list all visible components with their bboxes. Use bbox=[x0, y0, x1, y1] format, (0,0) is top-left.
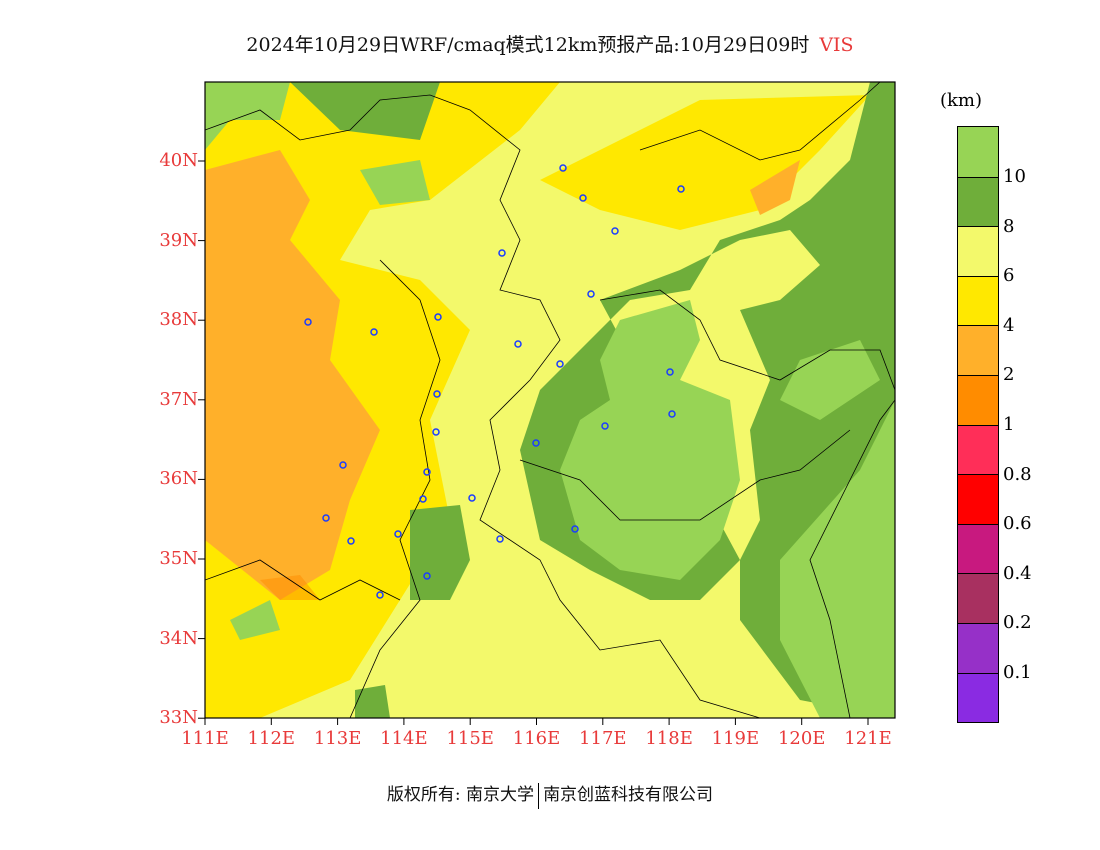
vis-4-6-region bbox=[205, 82, 870, 718]
vis-10-plus-region bbox=[205, 82, 895, 718]
colorbar-swatch bbox=[958, 176, 998, 227]
colorbar-swatch bbox=[958, 226, 998, 276]
province-borders bbox=[205, 82, 895, 718]
copyright-company: 南京创蓝科技有限公司 bbox=[543, 785, 714, 805]
city-marker bbox=[432, 428, 440, 436]
colorbar-label: 4 bbox=[1003, 314, 1015, 336]
vis-8-10-patches bbox=[290, 82, 470, 718]
map-title: 2024年10月29日WRF/cmaq模式12km预报产品:10月29日09时 V… bbox=[0, 30, 1100, 57]
colorbar-swatch bbox=[958, 523, 998, 574]
colorbar-label: 2 bbox=[1003, 364, 1015, 386]
lon-label: 118E bbox=[645, 728, 693, 749]
title-text: 2024年10月29日WRF/cmaq模式12km预报产品:10月29日09时 bbox=[246, 34, 810, 56]
city-marker bbox=[433, 390, 441, 398]
lon-label: 117E bbox=[579, 728, 627, 749]
colorbar-label: 0.2 bbox=[1003, 612, 1032, 634]
lon-label: 120E bbox=[777, 728, 826, 749]
colorbar-unit: (km) bbox=[940, 90, 983, 111]
lat-label: 38N bbox=[159, 309, 198, 331]
colorbar bbox=[957, 126, 999, 724]
lon-label: 121E bbox=[844, 728, 892, 749]
lat-label: 39N bbox=[159, 229, 198, 251]
city-marker bbox=[423, 468, 431, 476]
colorbar-swatch bbox=[958, 622, 998, 673]
lon-label: 119E bbox=[711, 728, 760, 749]
lon-label: 113E bbox=[313, 728, 362, 749]
footer-separator bbox=[538, 782, 540, 809]
city-marker bbox=[611, 227, 619, 235]
colorbar-label: 0.1 bbox=[1003, 662, 1032, 683]
city-marker bbox=[532, 439, 540, 447]
colorbar-swatch bbox=[958, 275, 998, 326]
city-marker bbox=[677, 185, 685, 193]
copyright-footer: 版权所有: 南京大学 南京创蓝科技有限公司 bbox=[0, 780, 1100, 809]
city-marker bbox=[419, 495, 427, 503]
colorbar-label: 8 bbox=[1003, 215, 1015, 237]
lon-label: 111E bbox=[181, 728, 229, 749]
colorbar-swatch bbox=[958, 474, 998, 524]
city-marker bbox=[434, 313, 442, 321]
city-marker bbox=[370, 328, 378, 336]
city-marker bbox=[579, 194, 587, 202]
colorbar-label: 0.8 bbox=[1003, 463, 1032, 485]
colorbar-label: 0.6 bbox=[1003, 513, 1032, 535]
city-marker bbox=[559, 164, 567, 172]
vis-2-4-region bbox=[205, 150, 800, 600]
city-marker bbox=[556, 360, 564, 368]
colorbar-swatch bbox=[958, 127, 998, 177]
colorbar-swatch bbox=[958, 573, 998, 623]
city-marker bbox=[347, 537, 355, 545]
lat-label: 35N bbox=[159, 548, 198, 569]
city-marker bbox=[571, 525, 579, 533]
lon-label: 116E bbox=[512, 728, 561, 749]
colorbar-swatch bbox=[958, 672, 998, 723]
lon-label: 112E bbox=[247, 728, 296, 749]
city-marker bbox=[468, 494, 476, 502]
copyright-owner: 版权所有: 南京大学 bbox=[386, 785, 535, 805]
colorbar-label: 6 bbox=[1003, 265, 1015, 287]
lat-label: 37N bbox=[159, 388, 198, 410]
city-marker bbox=[376, 591, 384, 599]
colorbar-swatch bbox=[958, 424, 998, 475]
city-marker bbox=[304, 318, 312, 326]
city-marker bbox=[587, 290, 595, 298]
lon-label: 114E bbox=[380, 728, 428, 749]
city-marker bbox=[601, 422, 609, 430]
city-marker bbox=[514, 340, 522, 348]
colorbar-swatch bbox=[958, 325, 998, 375]
city-marker bbox=[666, 368, 674, 376]
variable-label: VIS bbox=[819, 34, 854, 56]
lat-label: 36N bbox=[159, 468, 198, 490]
colorbar-swatch bbox=[958, 374, 998, 425]
colorbar-label: 1 bbox=[1003, 414, 1015, 435]
colorbar-label: 10 bbox=[1003, 166, 1026, 187]
lat-label: 34N bbox=[159, 627, 198, 649]
colorbar-label: 0.4 bbox=[1003, 562, 1032, 584]
city-marker bbox=[668, 410, 676, 418]
lat-label: 40N bbox=[159, 150, 198, 171]
city-marker bbox=[423, 572, 431, 580]
city-marker bbox=[498, 249, 506, 257]
city-marker bbox=[496, 535, 504, 543]
lat-label: 33N bbox=[159, 707, 198, 729]
city-marker bbox=[339, 461, 347, 469]
lon-label: 115E bbox=[446, 728, 494, 749]
city-marker bbox=[322, 514, 330, 522]
vis-1-2-region bbox=[260, 575, 320, 600]
city-marker bbox=[394, 530, 402, 538]
